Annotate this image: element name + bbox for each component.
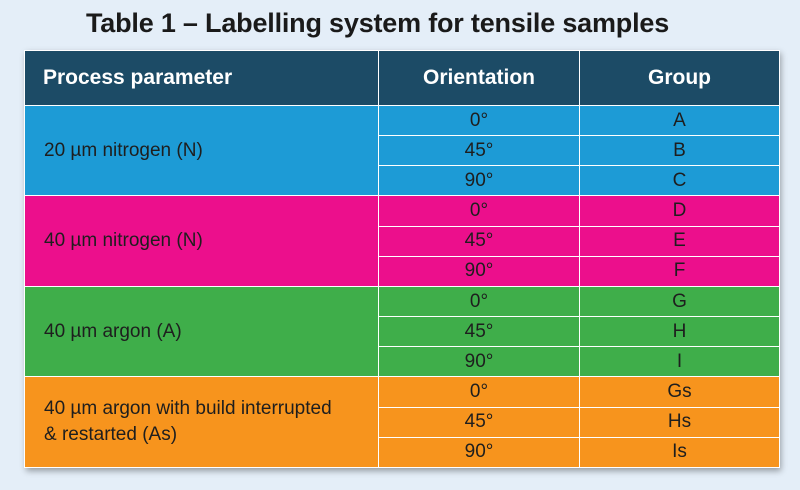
- table-row: 90° C: [25, 165, 780, 197]
- header-orientation: Orientation: [378, 50, 580, 106]
- orientation-cell: 90°: [378, 346, 580, 378]
- table-title: Table 1 – Labelling system for tensile s…: [86, 8, 670, 38]
- group-cell: C: [579, 165, 780, 197]
- group-cell: B: [579, 135, 780, 167]
- table-row: 20 µm nitrogen (N) 0° A: [24, 104, 780, 197]
- header-row: Process parameter Orientation Group: [24, 50, 780, 106]
- orientation-cell: 45°: [378, 135, 580, 167]
- table-panel: Process parameter Orientation Group 20 µ…: [24, 50, 780, 469]
- table-row: 90° F: [25, 255, 780, 287]
- table-row: 40 µm nitrogen (N) 0° D: [24, 195, 780, 287]
- table-row: 90° Is: [25, 436, 780, 469]
- group-cell: A: [579, 104, 780, 137]
- group-cell: Is: [579, 436, 780, 469]
- group-cell: Hs: [579, 406, 780, 438]
- table-row: 45° E: [25, 225, 780, 257]
- group-cell: D: [579, 195, 780, 227]
- orientation-cell: 90°: [378, 255, 580, 287]
- process-parameter-cell: 40 µm nitrogen (N): [24, 195, 379, 287]
- process-parameter-cell: 20 µm nitrogen (N): [24, 104, 379, 197]
- process-parameter-cell: 40 µm argon with build interrupted & res…: [24, 376, 379, 468]
- header-process-parameter: Process parameter: [24, 50, 379, 106]
- orientation-cell: 45°: [378, 406, 580, 438]
- table-row: 40 µm argon (A) 0° G: [24, 285, 780, 378]
- process-parameter-cell: 40 µm argon (A): [24, 285, 379, 378]
- orientation-cell: 45°: [378, 316, 580, 348]
- process-parameter-line-2: & restarted (As): [44, 424, 178, 446]
- group-cell: H: [579, 316, 780, 348]
- group-cell: G: [579, 285, 780, 318]
- group-cell: Gs: [579, 376, 780, 408]
- table-row: 45° B: [25, 135, 780, 167]
- labelling-table: Process parameter Orientation Group 20 µ…: [24, 50, 780, 469]
- table-row: 40 µm argon with build interrupted & res…: [24, 376, 780, 468]
- orientation-cell: 90°: [378, 165, 580, 197]
- orientation-cell: 0°: [378, 285, 580, 318]
- table-row: 45° Hs: [25, 406, 780, 438]
- group-cell: E: [579, 225, 780, 257]
- orientation-cell: 0°: [378, 195, 580, 227]
- orientation-cell: 45°: [378, 225, 580, 257]
- process-parameter-line-1: 40 µm argon with build interrupted: [44, 398, 332, 420]
- orientation-cell: 0°: [378, 104, 580, 137]
- table-row: 90° I: [25, 346, 780, 378]
- group-cell: F: [579, 255, 780, 287]
- group-cell: I: [579, 346, 780, 378]
- orientation-cell: 0°: [378, 376, 580, 408]
- header-group: Group: [579, 50, 780, 106]
- orientation-cell: 90°: [378, 436, 580, 469]
